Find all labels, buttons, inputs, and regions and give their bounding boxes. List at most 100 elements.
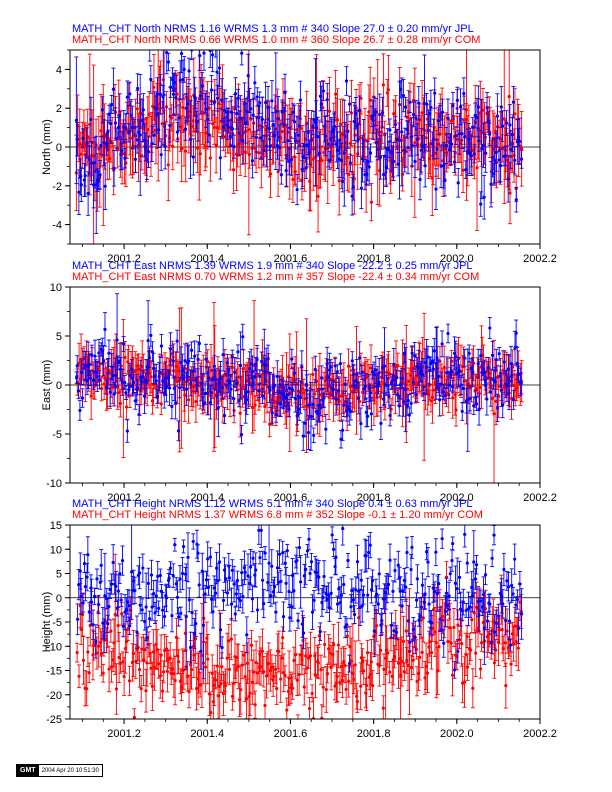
data-point [411,98,415,103]
data-point [293,139,298,143]
data-point [238,411,242,415]
data-point [77,361,81,366]
data-point [258,374,262,379]
data-point [106,371,110,375]
data-point [115,338,119,342]
data-point [293,396,297,401]
data-point [146,338,150,343]
data-point [195,383,199,387]
data-point [154,379,158,383]
data-point [337,157,341,161]
data-point [270,99,274,103]
data-point [264,363,268,367]
data-point [254,135,258,140]
data-point [89,117,93,121]
data-point [298,98,302,102]
data-point [97,378,102,382]
data-point [209,88,214,92]
data-point [200,84,204,88]
data-point [346,364,351,368]
data-point [125,405,129,409]
data-point [254,362,258,366]
data-point [383,405,387,409]
data-point [235,382,239,386]
data-point [214,143,218,147]
data-point [250,159,254,163]
data-point [196,119,200,123]
data-point [457,132,461,136]
data-point [272,383,276,387]
data-point [351,170,355,174]
east-panel: MATH_CHT East NRMS 1.39 WRMS 1.9 mm # 34… [41,260,557,504]
data-point [266,356,270,361]
data-point [423,164,427,168]
data-point [348,161,353,165]
data-point [164,105,169,109]
data-point [239,432,244,437]
data-point [208,50,212,53]
data-point [189,381,193,385]
data-point [344,79,349,83]
data-point [456,181,460,185]
data-point [155,112,159,116]
data-point [286,392,290,397]
data-point [276,401,280,405]
data-point [158,370,162,374]
data-point [379,155,383,159]
data-point [334,142,338,146]
data-point [251,113,255,117]
data-point [232,168,236,172]
data-point [135,107,139,111]
data-point [413,159,417,164]
data-point [212,125,216,130]
data-point [187,359,191,363]
data-point [257,151,261,155]
data-point [98,173,102,177]
data-point [188,137,193,142]
data-point [381,172,386,177]
data-point [93,161,97,165]
data-point [307,150,312,154]
data-point [180,147,184,151]
data-point [362,139,366,143]
data-point [87,363,91,367]
data-point [228,135,232,139]
data-point [479,202,483,206]
data-point [248,367,252,371]
data-point [288,386,292,391]
y-tick-label: -2 [52,181,62,193]
data-point [302,143,306,147]
data-point [504,121,509,125]
data-point [125,95,129,99]
data-point [182,377,186,381]
data-point [358,399,362,404]
data-point [240,51,244,55]
data-point [510,133,514,137]
data-point [79,183,83,187]
data-point [338,122,343,126]
data-point [220,386,224,390]
data-point [167,386,172,390]
data-point [264,100,268,105]
data-point [255,95,259,99]
data-point [130,367,134,371]
data-point [228,381,232,385]
data-point [314,117,318,121]
data-point [80,143,84,148]
data-point [215,70,219,74]
data-point [468,150,472,155]
data-point [112,166,116,170]
data-point [464,118,468,122]
data-point [241,335,245,339]
data-point [374,110,378,114]
data-point [289,157,294,161]
data-point [490,155,495,160]
data-point [284,169,288,173]
data-point [255,357,259,362]
data-point [155,394,160,399]
data-point [236,96,240,100]
data-point [490,396,494,401]
data-point [126,369,131,373]
data-point [135,86,140,91]
data-point [335,118,340,122]
